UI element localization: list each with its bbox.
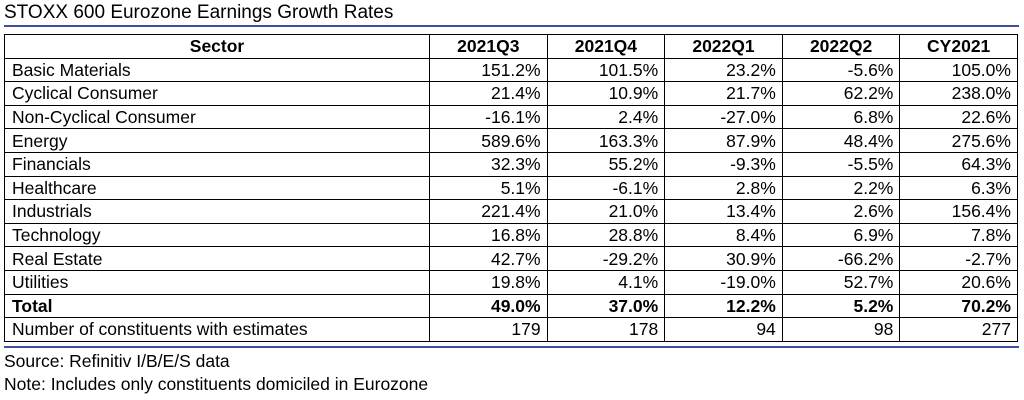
cell-2021q4: 28.8% [546, 222, 666, 248]
cell-2021q4: 2.4% [546, 104, 666, 130]
row-label: Technology [4, 222, 430, 248]
table-row: Real Estate 42.7% -29.2% 30.9% -66.2% -2.7% [4, 246, 1018, 271]
row-label: Energy [4, 128, 430, 153]
header-row: Sector 2021Q3 2021Q4 2022Q1 2022Q2 CY202… [4, 34, 1018, 59]
cell-2022q2: 6.8% [781, 104, 901, 130]
cell-2022q2: -66.2% [781, 246, 901, 271]
row-label: Industrials [4, 199, 430, 224]
cell-2021q3: 179 [429, 317, 548, 342]
cell-2021q4: 178 [546, 317, 666, 342]
cell-2021q4: 55.2% [546, 151, 666, 177]
earnings-growth-table: Sector 2021Q3 2021Q4 2022Q1 2022Q2 CY202… [4, 34, 1018, 342]
cell-cy2021: 156.4% [899, 199, 1018, 224]
total-row: Total 49.0% 37.0% 12.2% 5.2% 70.2% [4, 293, 1018, 319]
cell-2021q4: 4.1% [546, 269, 666, 295]
column-header-2021q3: 2021Q3 [429, 34, 548, 59]
cell-2021q3: 589.6% [429, 128, 548, 153]
cell-cy2021: 105.0% [899, 57, 1018, 83]
cell-2022q2: 48.4% [781, 128, 901, 153]
row-label: Financials [4, 151, 430, 177]
cell-cy2021: 20.6% [899, 269, 1018, 295]
cell-cy2021: 70.2% [899, 293, 1018, 319]
table-row: Industrials 221.4% 21.0% 13.4% 2.6% 156.4% [4, 199, 1018, 224]
cell-2022q1: 94 [664, 317, 783, 342]
cell-2022q1: 13.4% [664, 199, 783, 224]
cell-2022q1: -19.0% [664, 269, 783, 295]
cell-2022q2: 5.2% [781, 293, 901, 319]
cell-2021q4: 10.9% [546, 81, 666, 106]
cell-cy2021: 275.6% [899, 128, 1018, 153]
column-header-2022q1: 2022Q1 [664, 34, 783, 59]
row-label: Basic Materials [4, 57, 430, 83]
table-row: Financials 32.3% 55.2% -9.3% -5.5% 64.3% [4, 151, 1018, 177]
table-title: STOXX 600 Eurozone Earnings Growth Rates [4, 2, 394, 23]
cell-2022q2: 98 [781, 317, 901, 342]
cell-2021q3: 151.2% [429, 57, 548, 83]
cell-2021q3: 49.0% [429, 293, 548, 319]
table-row: Basic Materials 151.2% 101.5% 23.2% -5.6% 105… [4, 57, 1018, 83]
cell-2022q1: 12.2% [664, 293, 783, 319]
table-row: Technology 16.8% 28.8% 8.4% 6.9% 7.8% [4, 222, 1018, 248]
cell-2021q4: -6.1% [546, 175, 666, 201]
cell-cy2021: 64.3% [899, 151, 1018, 177]
cell-2021q3: 32.3% [429, 151, 548, 177]
cell-2021q4: -29.2% [546, 246, 666, 271]
title-underline [4, 25, 1019, 27]
cell-2022q1: 21.7% [664, 81, 783, 106]
cell-2021q3: 221.4% [429, 199, 548, 224]
cell-2022q2: 62.2% [781, 81, 901, 106]
cell-2022q1: 87.9% [664, 128, 783, 153]
column-header-cy2021: CY2021 [899, 34, 1018, 59]
cell-2022q1: -27.0% [664, 104, 783, 130]
cell-2021q4: 101.5% [546, 57, 666, 83]
cell-2021q4: 21.0% [546, 199, 666, 224]
cell-2022q2: -5.5% [781, 151, 901, 177]
constituents-row: Number of constituents with estimates 179… [4, 317, 1018, 342]
row-label: Healthcare [4, 175, 430, 201]
source-note: Source: Refinitiv I/B/E/S data [4, 351, 230, 371]
cell-2022q2: 52.7% [781, 269, 901, 295]
cell-2021q3: -16.1% [429, 104, 548, 130]
cell-2021q4: 37.0% [546, 293, 666, 319]
cell-cy2021: 238.0% [899, 81, 1018, 106]
table-body: Basic Materials 151.2% 101.5% 23.2% -5.6% 105… [4, 57, 1018, 342]
cell-2021q3: 42.7% [429, 246, 548, 271]
cell-2022q2: 2.6% [781, 199, 901, 224]
cell-cy2021: 6.3% [899, 175, 1018, 201]
cell-2021q3: 21.4% [429, 81, 548, 106]
column-header-2022q2: 2022Q2 [781, 34, 901, 59]
cell-2022q1: 30.9% [664, 246, 783, 271]
table-row: Cyclical Consumer 21.4% 10.9% 21.7% 62.2% 238… [4, 81, 1018, 106]
row-label: Cyclical Consumer [4, 81, 430, 106]
cell-2021q3: 16.8% [429, 222, 548, 248]
cell-2022q1: -9.3% [664, 151, 783, 177]
table-row: Utilities 19.8% 4.1% -19.0% 52.7% 20.6% [4, 269, 1018, 295]
row-label: Total [4, 293, 430, 319]
cell-cy2021: 277 [899, 317, 1018, 342]
column-header-2021q4: 2021Q4 [546, 34, 666, 59]
row-label: Non-Cyclical Consumer [4, 104, 430, 130]
cell-2022q1: 23.2% [664, 57, 783, 83]
cell-cy2021: 22.6% [899, 104, 1018, 130]
cell-2021q3: 19.8% [429, 269, 548, 295]
row-label: Real Estate [4, 246, 430, 271]
column-header-sector: Sector [4, 34, 430, 59]
cell-cy2021: 7.8% [899, 222, 1018, 248]
scope-note: Note: Includes only constituents domicil… [4, 374, 429, 394]
cell-2021q3: 5.1% [429, 175, 548, 201]
row-label: Utilities [4, 269, 430, 295]
cell-2022q2: 6.9% [781, 222, 901, 248]
cell-2022q2: -5.6% [781, 57, 901, 83]
table-row: Energy 589.6% 163.3% 87.9% 48.4% 275.6% [4, 128, 1018, 153]
cell-2021q4: 163.3% [546, 128, 666, 153]
cell-2022q2: 2.2% [781, 175, 901, 201]
cell-cy2021: -2.7% [899, 246, 1018, 271]
cell-2022q1: 2.8% [664, 175, 783, 201]
table-row: Healthcare 5.1% -6.1% 2.8% 2.2% 6.3% [4, 175, 1018, 201]
row-label: Number of constituents with estimates [4, 317, 430, 342]
cell-2022q1: 8.4% [664, 222, 783, 248]
table-row: Non-Cyclical Consumer -16.1% 2.4% -27.0% 6.8… [4, 104, 1018, 130]
footer-rule [4, 346, 1019, 348]
